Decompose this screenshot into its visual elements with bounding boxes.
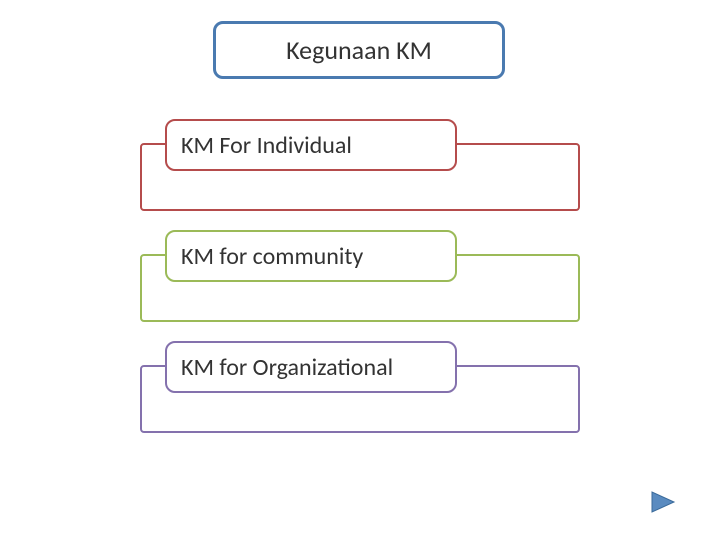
forward-arrow-icon[interactable]	[650, 490, 680, 516]
label-box-1: KM for community	[165, 230, 457, 282]
title-box: Kegunaan KM	[213, 21, 505, 79]
label-text-1: KM for community	[181, 242, 363, 271]
slide: Kegunaan KM KM For Individual KM for com…	[0, 0, 720, 540]
label-text-2: KM for Organizational	[181, 353, 393, 382]
title-text: Kegunaan KM	[286, 34, 432, 66]
label-text-0: KM For Individual	[181, 131, 352, 160]
label-box-0: KM For Individual	[165, 119, 457, 171]
label-box-2: KM for Organizational	[165, 341, 457, 393]
